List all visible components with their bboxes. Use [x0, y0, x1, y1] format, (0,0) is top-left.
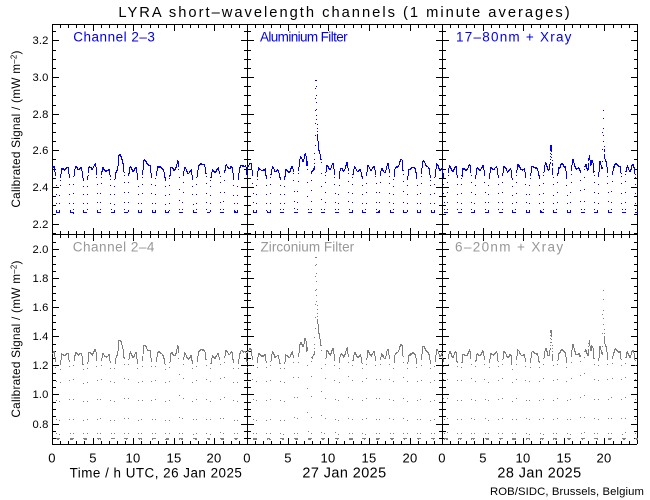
svg-text:1.0: 1.0	[32, 389, 48, 401]
svg-text:Aluminium Filter: Aluminium Filter	[260, 30, 348, 45]
svg-text:10: 10	[320, 451, 335, 466]
svg-text:Calibrated Signal / (mW m–2): Calibrated Signal / (mW m–2)	[9, 260, 23, 417]
svg-text:15: 15	[361, 451, 376, 466]
svg-text:3.0: 3.0	[32, 72, 48, 84]
svg-text:2.2: 2.2	[32, 219, 48, 231]
svg-text:1.2: 1.2	[32, 360, 48, 372]
svg-text:0: 0	[438, 451, 446, 466]
svg-text:0.8: 0.8	[32, 419, 48, 431]
svg-text:2.8: 2.8	[32, 109, 48, 121]
svg-text:27 Jan 2025: 27 Jan 2025	[302, 466, 386, 482]
svg-text:15: 15	[166, 451, 181, 466]
svg-text:1.8: 1.8	[32, 273, 48, 285]
svg-text:5: 5	[89, 451, 97, 466]
svg-text:Channel 2–3: Channel 2–3	[73, 30, 155, 45]
svg-text:Calibrated Signal / (mW m–2): Calibrated Signal / (mW m–2)	[9, 50, 23, 207]
svg-text:LYRA short–wavelength channels: LYRA short–wavelength channels (1 minute…	[118, 5, 571, 21]
svg-text:20: 20	[402, 451, 417, 466]
svg-text:2.6: 2.6	[32, 145, 48, 157]
svg-text:6–20nm + Xray: 6–20nm + Xray	[455, 240, 564, 255]
svg-text:10: 10	[125, 451, 140, 466]
svg-text:17–80nm + Xray: 17–80nm + Xray	[456, 30, 573, 45]
svg-text:Channel 2–4: Channel 2–4	[73, 240, 155, 255]
svg-text:20: 20	[596, 451, 611, 466]
svg-text:28 Jan 2025: 28 Jan 2025	[497, 466, 581, 482]
svg-text:1.6: 1.6	[32, 302, 48, 314]
svg-text:Zirconium Filter: Zirconium Filter	[261, 240, 355, 255]
svg-text:5: 5	[479, 451, 487, 466]
svg-text:ROB/SIDC, Brussels, Belgium: ROB/SIDC, Brussels, Belgium	[490, 486, 644, 498]
svg-text:0: 0	[243, 451, 251, 466]
svg-text:2.4: 2.4	[32, 182, 48, 194]
svg-text:10: 10	[515, 451, 530, 466]
svg-text:15: 15	[556, 451, 571, 466]
svg-text:2.0: 2.0	[32, 244, 48, 256]
svg-text:3.2: 3.2	[32, 35, 48, 47]
svg-text:5: 5	[284, 451, 292, 466]
svg-text:Time / h UTC, 26 Jan 2025: Time / h UTC, 26 Jan 2025	[70, 466, 243, 481]
svg-text:0: 0	[48, 451, 56, 466]
svg-text:1.4: 1.4	[32, 331, 48, 343]
svg-text:20: 20	[206, 451, 221, 466]
